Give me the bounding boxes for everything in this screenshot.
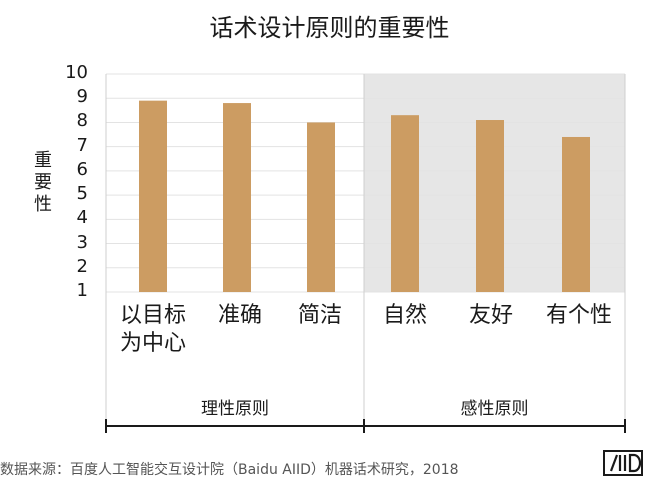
aiid-logo <box>603 450 643 476</box>
bar-简洁 <box>307 122 335 292</box>
y-tick-label: 10 <box>65 62 88 83</box>
y-tick-label: 8 <box>76 110 88 132</box>
bar-准确 <box>223 103 251 292</box>
chart-title: 话术设计原则的重要性 <box>209 14 450 42</box>
x-tick-label: 准确 <box>218 303 263 328</box>
axes <box>105 74 626 433</box>
y-tick-label: 1 <box>76 280 88 301</box>
group-label: 理性原则 <box>201 399 269 419</box>
y-tick-label: 7 <box>76 134 88 156</box>
x-tick-label: 有个性 <box>546 303 613 328</box>
bars <box>139 100 590 293</box>
bar-以目标为中心 <box>139 100 167 293</box>
x-tick-label: 以目标 为中心 <box>120 303 187 356</box>
y-tick-label: 2 <box>76 255 88 277</box>
source-note: 数据来源：百度人工智能交互设计院（Baidu AIID）机器话术研究，2018 <box>0 462 459 478</box>
bar-有个性 <box>562 136 590 292</box>
y-tick-label: 6 <box>76 158 88 180</box>
y-tick-label: 9 <box>76 86 88 108</box>
y-axis-label: 重要性 <box>34 150 52 215</box>
group-label: 感性原则 <box>460 399 529 419</box>
y-tick-label: 4 <box>76 207 88 229</box>
grid-lines <box>106 73 625 293</box>
bar-自然 <box>391 115 419 292</box>
bar-友好 <box>476 120 504 293</box>
y-tick-label: 3 <box>76 231 88 253</box>
x-tick-label: 自然 <box>383 303 428 328</box>
x-tick-label: 简洁 <box>298 303 343 328</box>
x-tick-label: 友好 <box>469 303 514 328</box>
y-tick-label: 5 <box>76 183 88 205</box>
